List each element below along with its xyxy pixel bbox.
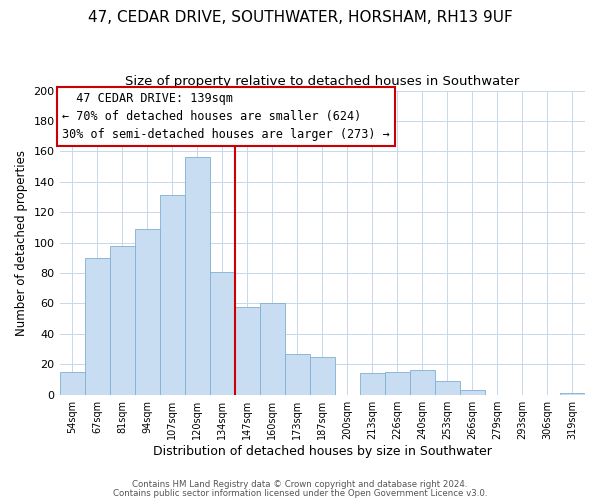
- Bar: [59, 372, 85, 394]
- Bar: [235, 306, 260, 394]
- X-axis label: Distribution of detached houses by size in Southwater: Distribution of detached houses by size …: [153, 444, 492, 458]
- Bar: [360, 374, 385, 394]
- Bar: [310, 356, 335, 395]
- Bar: [410, 370, 435, 394]
- Bar: [460, 390, 485, 394]
- Text: Contains HM Land Registry data © Crown copyright and database right 2024.: Contains HM Land Registry data © Crown c…: [132, 480, 468, 489]
- Bar: [385, 372, 410, 394]
- Text: 47, CEDAR DRIVE, SOUTHWATER, HORSHAM, RH13 9UF: 47, CEDAR DRIVE, SOUTHWATER, HORSHAM, RH…: [88, 10, 512, 25]
- Y-axis label: Number of detached properties: Number of detached properties: [15, 150, 28, 336]
- Bar: [560, 393, 585, 394]
- Bar: [85, 258, 110, 394]
- Bar: [160, 196, 185, 394]
- Bar: [260, 304, 285, 394]
- Text: 47 CEDAR DRIVE: 139sqm  
← 70% of detached houses are smaller (624)
30% of semi-: 47 CEDAR DRIVE: 139sqm ← 70% of detached…: [62, 92, 390, 141]
- Bar: [185, 158, 209, 394]
- Title: Size of property relative to detached houses in Southwater: Size of property relative to detached ho…: [125, 75, 520, 88]
- Bar: [435, 381, 460, 394]
- Bar: [285, 354, 310, 395]
- Bar: [134, 229, 160, 394]
- Text: Contains public sector information licensed under the Open Government Licence v3: Contains public sector information licen…: [113, 488, 487, 498]
- Bar: [110, 246, 134, 394]
- Bar: [209, 272, 235, 394]
